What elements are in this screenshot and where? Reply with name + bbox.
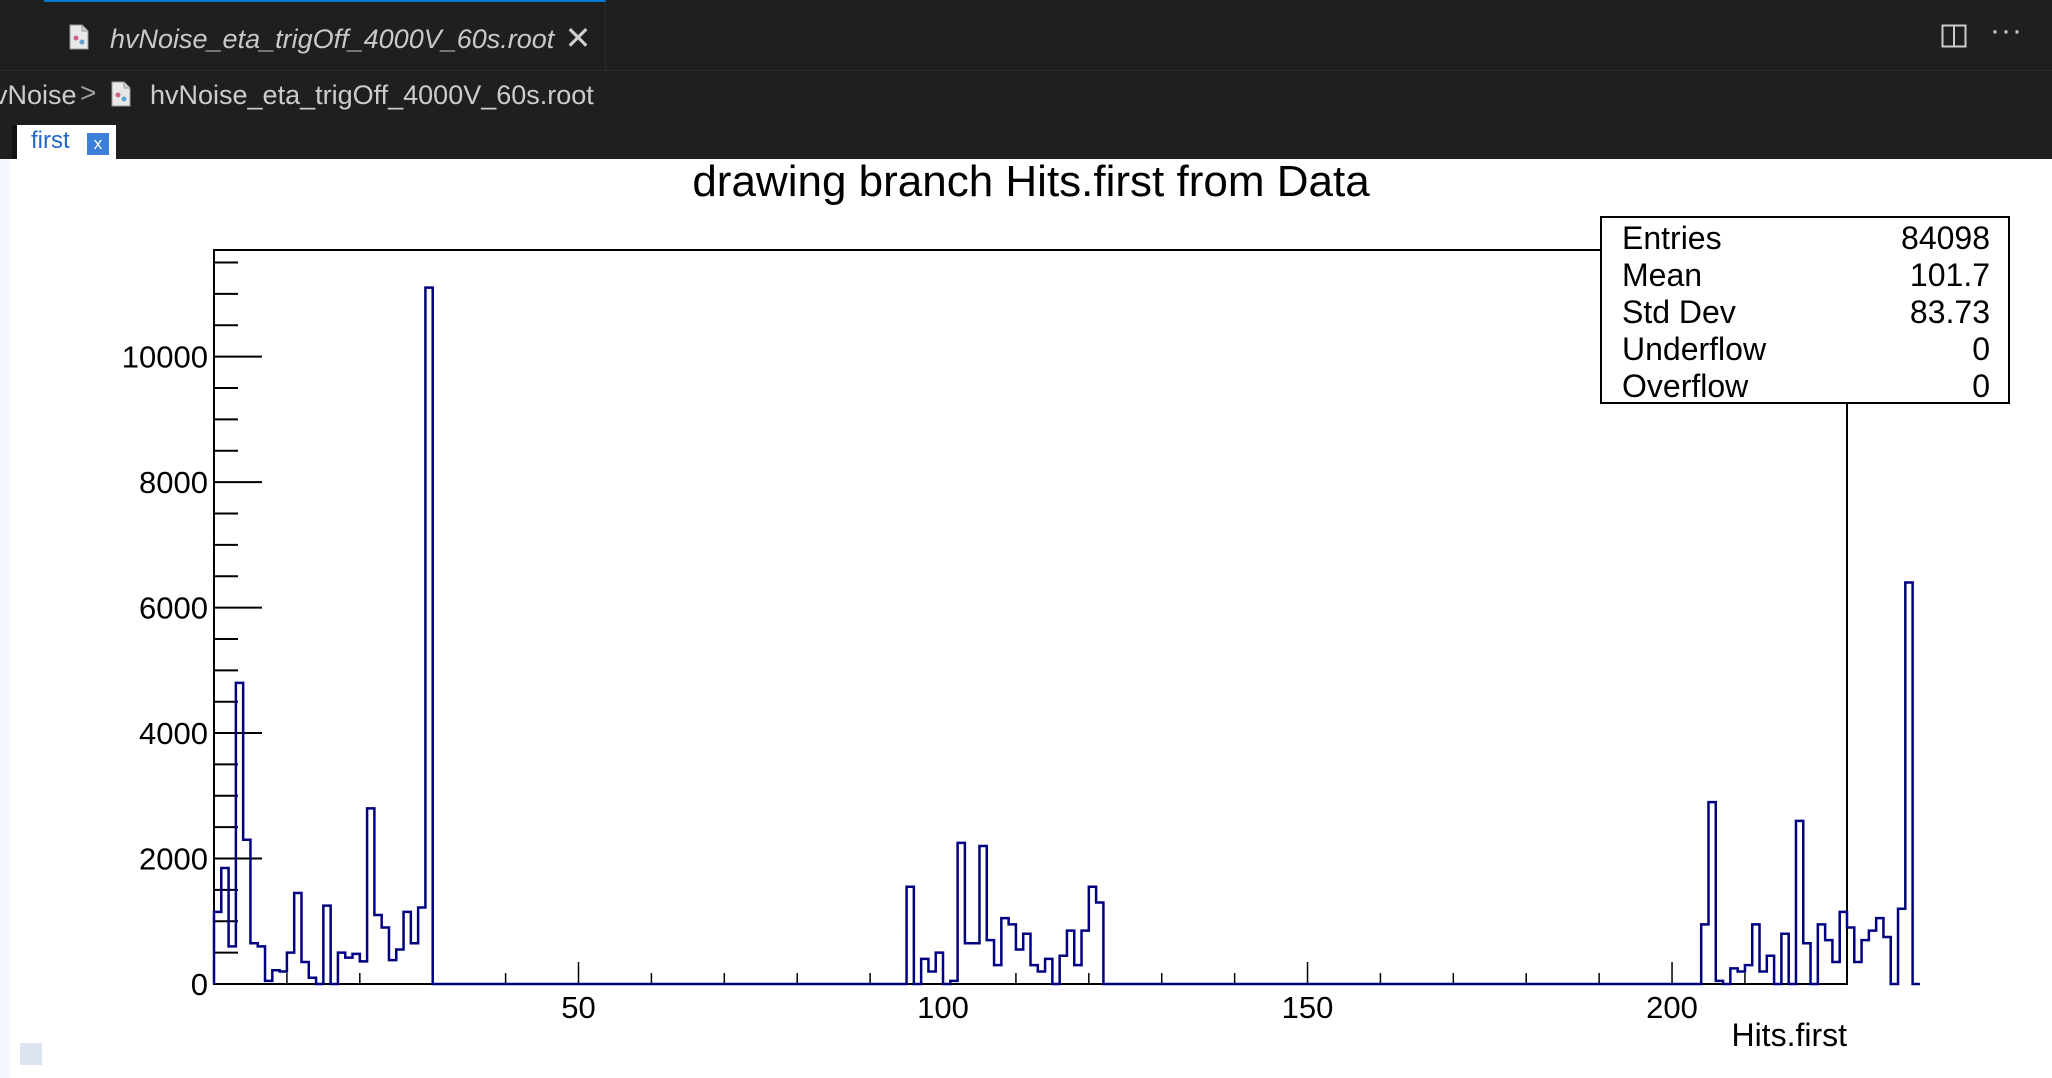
stats-label: Overflow — [1622, 368, 1749, 404]
y-tick-label: 6000 — [139, 591, 208, 626]
editor-tab[interactable]: hvNoise_eta_trigOff_4000V_60s.root ✕ — [44, 0, 606, 70]
x-tick-label: 50 — [561, 990, 595, 1025]
stats-label: Std Dev — [1622, 294, 1736, 330]
tick-labels: 0 2000 4000 6000 8000 10000 50 100 150 200 — [122, 340, 1698, 1025]
editor-tab-label: hvNoise_eta_trigOff_4000V_60s.root — [110, 24, 555, 54]
plot-frame — [213, 249, 1848, 985]
close-icon[interactable]: x — [87, 133, 109, 155]
stats-value: 84098 — [1901, 220, 1990, 256]
root-canvas-tab-bar: first x — [0, 119, 2052, 159]
chevron-right-icon: > — [80, 77, 97, 108]
x-tick-label: 100 — [917, 990, 969, 1025]
stats-value: 0 — [1972, 331, 1990, 367]
stats-label: Underflow — [1622, 331, 1767, 367]
canvas-tab[interactable]: first x — [12, 125, 116, 159]
canvas-resize-handle[interactable] — [20, 1043, 42, 1065]
y-tick-label: 4000 — [139, 716, 208, 751]
y-tick-label: 10000 — [122, 340, 208, 375]
chart-title: drawing branch Hits.first from Data — [692, 159, 1370, 206]
stats-row: Overflow 0 — [1622, 368, 1990, 405]
split-editor-icon[interactable] — [1941, 24, 1967, 48]
file-icon — [111, 81, 131, 107]
y-axis-ticks — [214, 261, 262, 985]
x-axis-label: Hits.first — [1731, 1017, 1847, 1053]
breadcrumb-file[interactable]: hvNoise_eta_trigOff_4000V_60s.root — [150, 80, 594, 110]
stats-label: Entries — [1622, 220, 1722, 256]
editor-tab-bar: hvNoise_eta_trigOff_4000V_60s.root ✕ ··· — [0, 0, 2052, 71]
close-icon[interactable]: ✕ — [564, 20, 592, 56]
canvas-tab-label: first — [31, 127, 70, 154]
x-tick-label: 200 — [1646, 990, 1698, 1025]
stats-value: 0 — [1972, 368, 1990, 404]
stats-box: Entries 84098 Mean 101.7 Std Dev 83.73 Underfl… — [1600, 216, 2010, 404]
stats-row: Entries 84098 — [1622, 220, 1990, 257]
stats-label: Mean — [1622, 257, 1703, 293]
stats-row: Mean 101.7 — [1622, 257, 1990, 294]
y-tick-label: 0 — [191, 967, 208, 1002]
stats-row: Underflow 0 — [1622, 331, 1990, 368]
histogram-canvas[interactable]: drawing branch Hits.first from Data 0 200… — [0, 159, 2052, 1078]
y-tick-label: 2000 — [139, 842, 208, 877]
ellipsis-icon[interactable]: ··· — [1990, 14, 2023, 47]
breadcrumb-folder[interactable]: vNoise — [0, 80, 77, 110]
stats-value: 83.73 — [1909, 294, 1990, 330]
stats-row: Std Dev 83.73 — [1622, 294, 1990, 331]
canvas-left-strip — [0, 159, 10, 1078]
y-tick-label: 8000 — [139, 465, 208, 500]
x-tick-label: 150 — [1282, 990, 1334, 1025]
file-icon — [69, 24, 89, 50]
histogram-outline — [212, 286, 1920, 986]
stats-value: 101.7 — [1909, 257, 1990, 293]
breadcrumb: vNoise > hvNoise_eta_trigOff_4000V_60s.r… — [0, 71, 2052, 119]
